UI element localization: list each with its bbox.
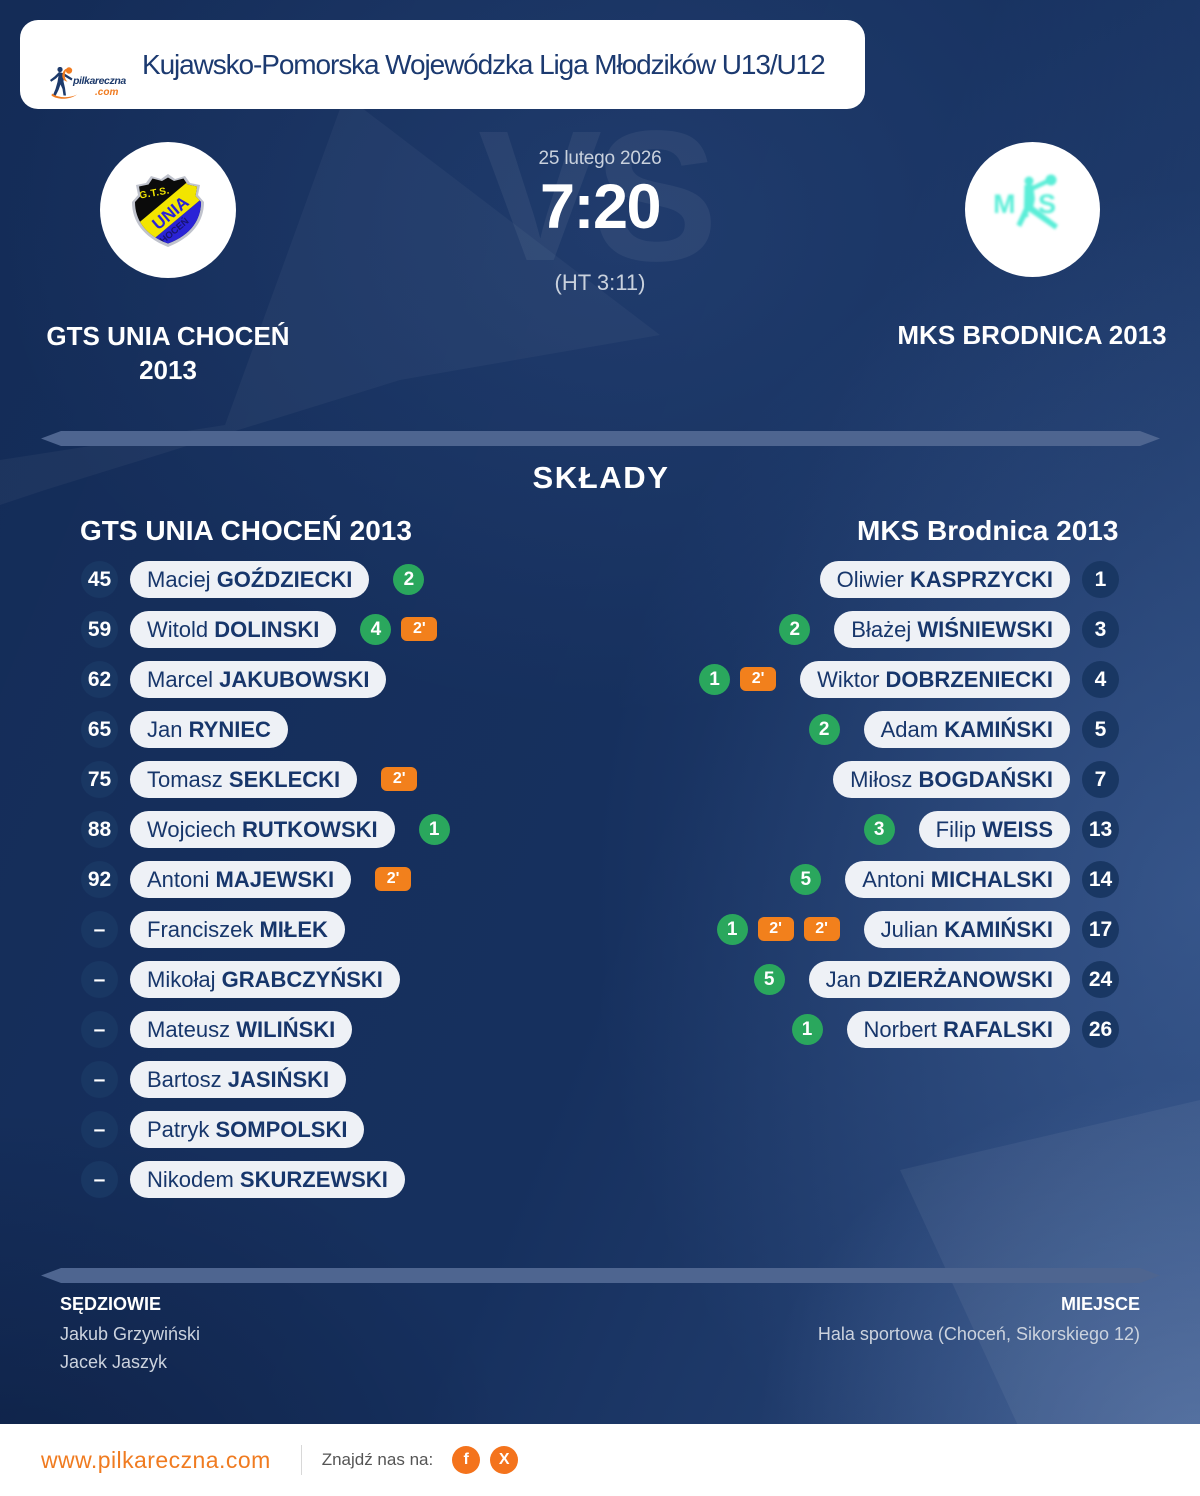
svg-text:M: M [995,189,1016,219]
svg-text:pilkareczna: pilkareczna [72,75,126,87]
svg-text:G.T.S.: G.T.S. [138,185,170,201]
svg-text:.com: .com [95,87,118,98]
svg-text:S: S [1038,189,1056,219]
